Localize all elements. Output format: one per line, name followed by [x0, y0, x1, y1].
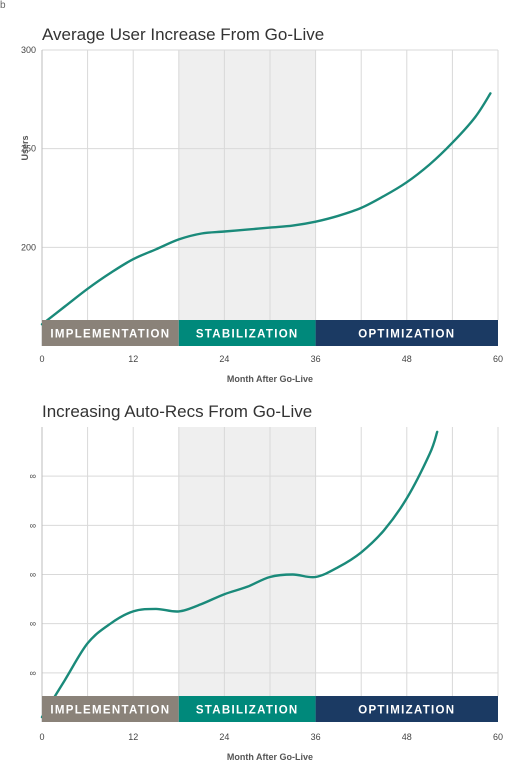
- phase-label-stabilization: STABILIZATION: [196, 705, 299, 717]
- phase-implementation: [42, 696, 179, 722]
- x-tick-label: 24: [219, 732, 229, 742]
- phase-implementation: [42, 320, 179, 346]
- y-tick-label: ∞: [30, 668, 36, 678]
- x-axis-title: Month After Go-Live: [227, 752, 313, 762]
- x-axis-title: Month After Go-Live: [227, 374, 313, 384]
- y-tick-label: ∞: [30, 619, 36, 629]
- y-tick-label: 200: [21, 242, 36, 252]
- y-tick-label: ∞: [30, 520, 36, 530]
- chart-title: Average User Increase From Go-Live: [42, 25, 324, 44]
- series-line: [40, 430, 439, 719]
- shaded-region: [178, 427, 316, 696]
- shaded-region: [178, 50, 316, 320]
- y-tick-label: ∞: [30, 471, 36, 481]
- series-line: [40, 92, 492, 326]
- x-tick-label: 48: [402, 732, 412, 742]
- x-tick-label: 60: [493, 732, 503, 742]
- phase-label-implementation: IMPLEMENTATION: [50, 705, 170, 717]
- phase-stabilization: [178, 320, 316, 346]
- x-tick-label: 0: [39, 354, 44, 364]
- y-tick-label: 300: [21, 45, 36, 55]
- phase-stabilization: [178, 696, 316, 722]
- phase-optimization: [315, 320, 498, 346]
- x-tick-label: 36: [311, 354, 321, 364]
- x-tick-label: 12: [128, 732, 138, 742]
- corner-mark: b: [0, 0, 6, 11]
- x-tick-label: 36: [311, 732, 321, 742]
- chart-average-user-increase: Average User Increase From Go-Live 200 250…: [20, 25, 503, 384]
- y-axis-title: Users: [20, 135, 30, 160]
- x-tick-label: 12: [128, 354, 138, 364]
- chart-title: Increasing Auto-Recs From Go-Live: [42, 402, 312, 421]
- phase-optimization: [315, 696, 498, 722]
- x-tick-label: 48: [402, 354, 412, 364]
- x-tick-label: 0: [39, 732, 44, 742]
- chart-increasing-auto-recs: Increasing Auto-Recs From Go-Live ∞ ∞ ∞ ∞ ∞ IM…: [30, 402, 503, 762]
- y-tick-label: ∞: [30, 570, 36, 580]
- x-tick-label: 24: [219, 354, 229, 364]
- phase-label-implementation: IMPLEMENTATION: [50, 329, 170, 341]
- y-tick-label: 250: [21, 144, 36, 154]
- x-tick-label: 60: [493, 354, 503, 364]
- phase-label-optimization: OPTIMIZATION: [358, 705, 455, 717]
- phase-label-optimization: OPTIMIZATION: [358, 329, 455, 341]
- phase-label-stabilization: STABILIZATION: [196, 329, 299, 341]
